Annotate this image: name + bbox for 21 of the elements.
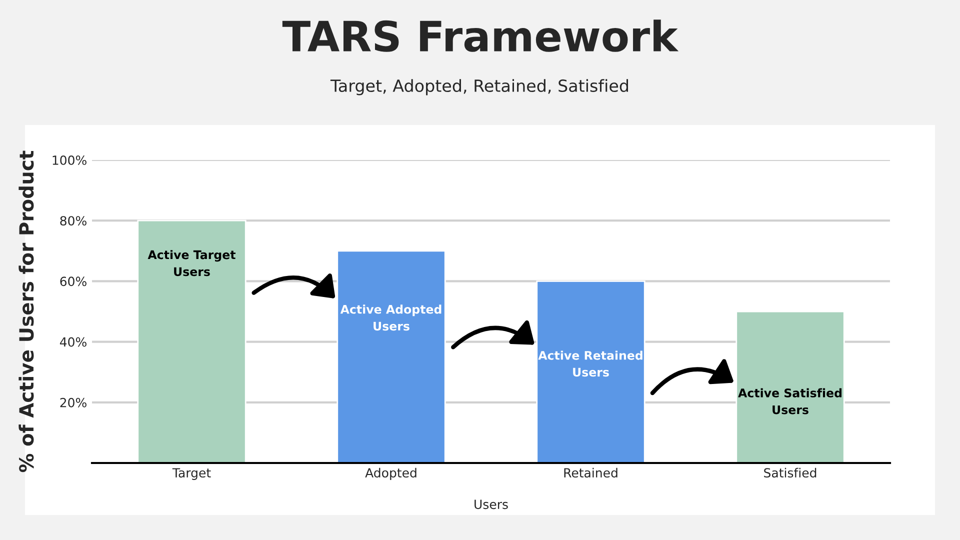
annotation: Active Target Users (148, 250, 236, 276)
x-tick-label: Target (172, 468, 211, 480)
annotation: Active Satisfied Users (738, 388, 842, 414)
bar (137, 220, 246, 463)
y-tick-label: 40% (60, 337, 86, 347)
x-axis-title: Users (474, 500, 508, 510)
annotation: Active Adopted Users (340, 304, 442, 331)
x-tick-label: Adopted (365, 468, 416, 480)
y-tick-label: 100% (52, 155, 86, 165)
y-tick-label: 80% (60, 216, 86, 226)
x-tick-label: Satisfied (764, 468, 816, 478)
chart-title: TARS Framework (282, 20, 679, 52)
bar (536, 280, 646, 463)
x-tick-label: Retained (564, 468, 618, 478)
y-tick-label: 60% (60, 276, 86, 286)
bar (736, 310, 845, 463)
chart-subtitle: Target, Adopted, Retained, Satisfied (330, 79, 628, 96)
bar (336, 250, 446, 463)
y-tick-label: 20% (60, 398, 86, 408)
annotation: Active Retained Users (538, 350, 642, 377)
y-axis-title: % of Active Users for Product (18, 150, 34, 472)
